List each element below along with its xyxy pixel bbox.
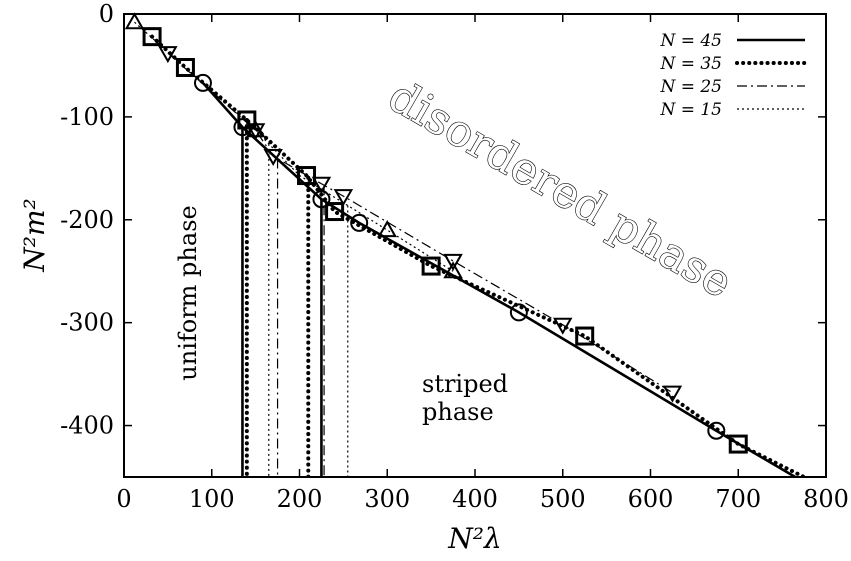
- data-point-n15: [377, 220, 397, 238]
- data-point-n25: [553, 317, 573, 335]
- x-tick-label: 600: [628, 485, 674, 513]
- x-tick-label: 300: [364, 485, 410, 513]
- data-point-n45: [509, 303, 528, 322]
- y-axis-title: N²m²: [18, 198, 51, 273]
- striped-phase-label-line2: phase: [422, 398, 494, 426]
- data-point-n45: [193, 73, 212, 92]
- x-tick-label: 0: [116, 485, 131, 513]
- data-point-n35: [325, 202, 345, 222]
- data-point-n35: [297, 166, 317, 186]
- y-tick-label: 0: [99, 0, 114, 28]
- data-point-n35: [421, 256, 441, 276]
- data-point-n35: [175, 58, 195, 78]
- x-tick-label: 500: [540, 485, 586, 513]
- legend-label-n25: N = 25: [659, 77, 722, 97]
- data-point-n25: [158, 46, 178, 64]
- legend: N = 45 N = 35 N = 25 N = 15: [659, 31, 807, 120]
- y-tick-label: -200: [60, 206, 114, 234]
- legend-label-n45: N = 45: [659, 31, 722, 51]
- data-point-n15: [443, 261, 463, 279]
- data-point-n35: [728, 434, 748, 454]
- data-point-n25: [333, 189, 354, 207]
- data-point-n45: [707, 421, 726, 440]
- x-tick-label: 700: [715, 485, 761, 513]
- y-tick-label: -300: [60, 309, 114, 337]
- legend-label-n35: N = 35: [659, 54, 722, 74]
- x-axis-title: N²λ: [447, 522, 501, 555]
- data-point-n35: [575, 326, 595, 346]
- data-point-n25: [263, 148, 283, 167]
- y-tick-label: -100: [60, 103, 114, 131]
- data-point-n25: [443, 253, 463, 271]
- tick-layer: 0 100 200 300 400 500 600 700 800 0 -100 -200 -300 -4…: [60, 0, 849, 513]
- data-point-n45: [350, 213, 369, 232]
- series-line-n35: [150, 34, 807, 477]
- marker-layer: [124, 12, 748, 454]
- legend-label-n15: N = 15: [659, 100, 722, 120]
- y-tick-label: -400: [60, 412, 114, 440]
- data-point-n25: [662, 385, 683, 403]
- uniform-phase-label: uniform phase: [174, 205, 202, 380]
- data-point-n15: [245, 120, 266, 138]
- data-point-n35: [142, 27, 162, 47]
- data-point-n25: [311, 176, 332, 194]
- data-point-n15: [124, 12, 145, 30]
- x-tick-label: 100: [189, 485, 235, 513]
- x-tick-label: 400: [452, 485, 498, 513]
- data-point-n35: [237, 110, 257, 130]
- x-tick-label: 800: [803, 485, 849, 513]
- striped-phase-label-line1: striped: [422, 370, 508, 398]
- x-tick-label: 200: [277, 485, 323, 513]
